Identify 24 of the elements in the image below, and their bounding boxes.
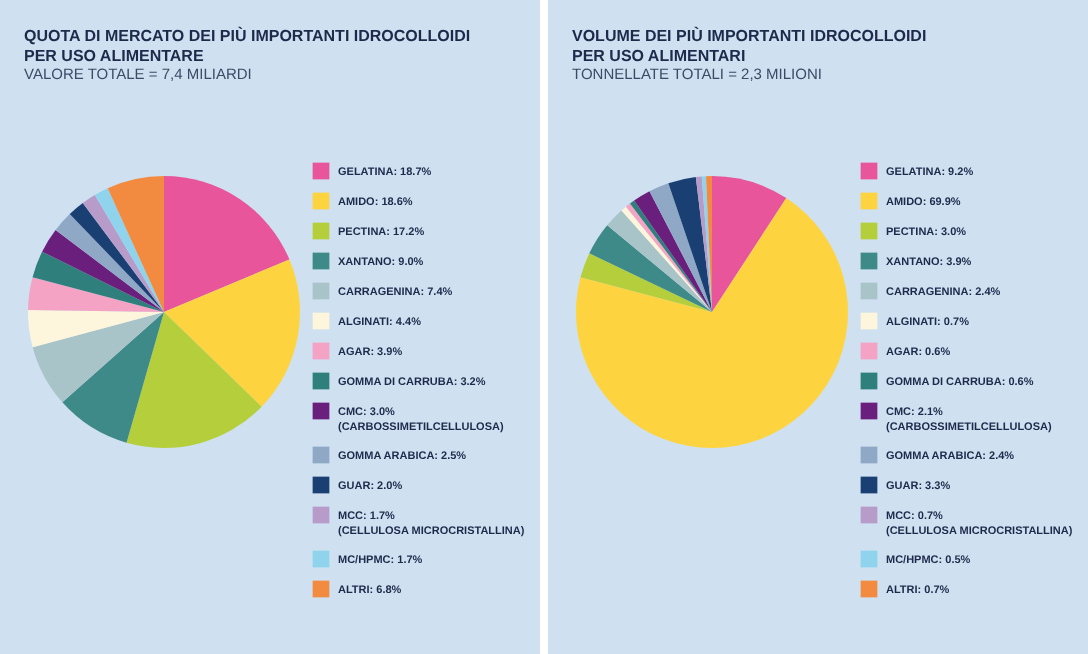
pie-slice (32, 251, 164, 312)
pie-slice (32, 312, 164, 403)
pie-slice (62, 312, 164, 443)
pie-slice (28, 310, 164, 348)
pie-slice (126, 312, 262, 448)
pie-slice (82, 194, 164, 312)
pie-slice (668, 176, 712, 312)
pie-slice (649, 183, 712, 312)
pie-slice (576, 198, 848, 448)
pie-slice (695, 176, 712, 312)
pie-slice (42, 229, 164, 312)
pie-slice (589, 225, 712, 312)
pie-slice (107, 176, 164, 312)
pie-slice (164, 259, 300, 407)
chart-title: VOLUME DEI PIÙ IMPORTANTI IDROCOLLOIDI PER USO ALIMENTARI (572, 25, 927, 65)
pie-slice (607, 210, 712, 312)
pie-slice (164, 176, 290, 312)
pie-slice (28, 277, 164, 312)
pie-slice (55, 213, 164, 312)
pie-slice (580, 253, 712, 312)
pie-slice (69, 202, 164, 312)
chart-title: QUOTA DI MERCATO DEI PIÙ IMPORTANTI IDROCOLLOIDI PER USO ALIMENTARE (24, 25, 471, 65)
pie-slice (712, 176, 787, 312)
pie-slice (94, 188, 164, 312)
